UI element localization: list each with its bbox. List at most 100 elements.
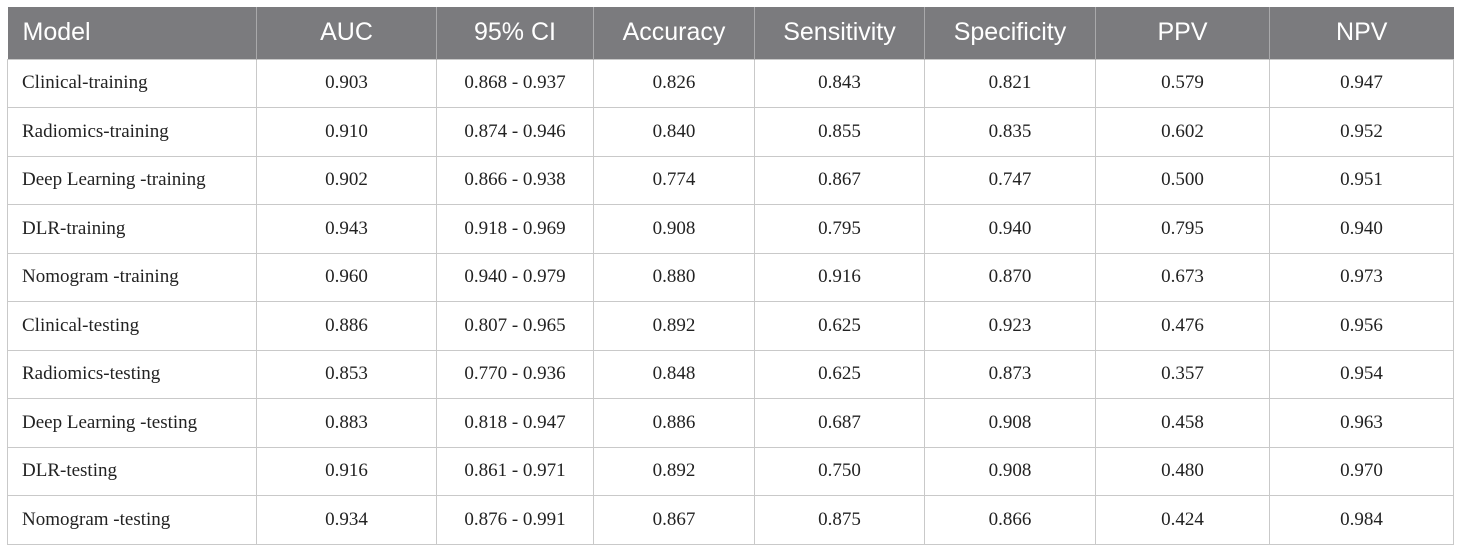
npv-cell: 0.954 — [1269, 349, 1454, 399]
npv-cell: 0.952 — [1269, 107, 1454, 157]
table-row: Clinical-testing 0.886 0.807 - 0.965 0.8… — [7, 301, 1454, 351]
table-row: Deep Learning -testing 0.883 0.818 - 0.9… — [7, 398, 1454, 448]
ppv-cell: 0.476 — [1095, 301, 1270, 351]
accuracy-cell: 0.880 — [593, 252, 755, 302]
npv-cell: 0.956 — [1269, 301, 1454, 351]
table-row: Nomogram -training 0.960 0.940 - 0.979 0… — [7, 252, 1454, 302]
specificity-cell: 0.873 — [924, 349, 1096, 399]
model-name-cell: Clinical-training — [7, 58, 257, 108]
specificity-cell: 0.821 — [924, 58, 1096, 108]
model-performance-table: Model AUC 95% CI Accuracy Sensitivity Sp… — [7, 7, 1454, 545]
accuracy-cell: 0.867 — [593, 495, 755, 545]
specificity-cell: 0.908 — [924, 398, 1096, 448]
auc-cell: 0.916 — [256, 446, 437, 496]
table-row: Radiomics-training 0.910 0.874 - 0.946 0… — [7, 107, 1454, 157]
ppv-cell: 0.458 — [1095, 398, 1270, 448]
accuracy-cell: 0.886 — [593, 398, 755, 448]
ppv-cell: 0.602 — [1095, 107, 1270, 157]
table-row: Nomogram -testing 0.934 0.876 - 0.991 0.… — [7, 495, 1454, 545]
results-table-container: Model AUC 95% CI Accuracy Sensitivity Sp… — [7, 7, 1454, 545]
auc-cell: 0.934 — [256, 495, 437, 545]
ci-cell: 0.940 - 0.979 — [436, 252, 594, 302]
header-auc: AUC — [256, 7, 437, 59]
ci-cell: 0.807 - 0.965 — [436, 301, 594, 351]
accuracy-cell: 0.892 — [593, 301, 755, 351]
header-npv: NPV — [1336, 18, 1388, 47]
model-name-cell: Deep Learning -training — [7, 155, 257, 205]
accuracy-cell: 0.826 — [593, 58, 755, 108]
ppv-cell: 0.480 — [1095, 446, 1270, 496]
npv-cell: 0.973 — [1269, 252, 1454, 302]
ci-cell: 0.876 - 0.991 — [436, 495, 594, 545]
header-specificity: Specificity — [924, 7, 1096, 59]
specificity-cell: 0.940 — [924, 204, 1096, 254]
npv-cell: 0.984 — [1269, 495, 1454, 545]
sensitivity-cell: 0.750 — [754, 446, 925, 496]
header-ppv: PPV — [1095, 7, 1270, 59]
auc-cell: 0.883 — [256, 398, 437, 448]
specificity-cell: 0.923 — [924, 301, 1096, 351]
accuracy-cell: 0.892 — [593, 446, 755, 496]
ci-cell: 0.868 - 0.937 — [436, 58, 594, 108]
accuracy-cell: 0.840 — [593, 107, 755, 157]
table-header-row: Model AUC 95% CI Accuracy Sensitivity Sp… — [7, 7, 1454, 59]
ci-cell: 0.918 - 0.969 — [436, 204, 594, 254]
specificity-cell: 0.870 — [924, 252, 1096, 302]
specificity-cell: 0.908 — [924, 446, 1096, 496]
header-95-ci: 95% CI — [436, 7, 594, 59]
auc-cell: 0.910 — [256, 107, 437, 157]
table-row: Deep Learning -training 0.902 0.866 - 0.… — [7, 155, 1454, 205]
npv-cell: 0.970 — [1269, 446, 1454, 496]
auc-cell: 0.903 — [256, 58, 437, 108]
table-row: Clinical-training 0.903 0.868 - 0.937 0.… — [7, 58, 1454, 108]
accuracy-cell: 0.848 — [593, 349, 755, 399]
specificity-cell: 0.835 — [924, 107, 1096, 157]
auc-cell: 0.943 — [256, 204, 437, 254]
model-name-cell: Nomogram -testing — [7, 495, 257, 545]
npv-cell: 0.940 — [1269, 204, 1454, 254]
accuracy-cell: 0.774 — [593, 155, 755, 205]
ppv-cell: 0.673 — [1095, 252, 1270, 302]
sensitivity-cell: 0.795 — [754, 204, 925, 254]
ppv-cell: 0.500 — [1095, 155, 1270, 205]
npv-cell: 0.947 — [1269, 58, 1454, 108]
accuracy-cell: 0.908 — [593, 204, 755, 254]
model-name-cell: Nomogram -training — [7, 252, 257, 302]
sensitivity-cell: 0.875 — [754, 495, 925, 545]
auc-cell: 0.902 — [256, 155, 437, 205]
model-name-cell: Clinical-testing — [7, 301, 257, 351]
npv-cell: 0.963 — [1269, 398, 1454, 448]
sensitivity-cell: 0.855 — [754, 107, 925, 157]
ci-cell: 0.770 - 0.936 — [436, 349, 594, 399]
model-name-cell: DLR-training — [7, 204, 257, 254]
header-accuracy: Accuracy — [593, 7, 755, 59]
ppv-cell: 0.579 — [1095, 58, 1270, 108]
auc-cell: 0.960 — [256, 252, 437, 302]
npv-cell: 0.951 — [1269, 155, 1454, 205]
ppv-cell: 0.795 — [1095, 204, 1270, 254]
table-row: DLR-testing 0.916 0.861 - 0.971 0.892 0.… — [7, 446, 1454, 496]
ci-cell: 0.874 - 0.946 — [436, 107, 594, 157]
auc-cell: 0.886 — [256, 301, 437, 351]
table-row: Radiomics-testing 0.853 0.770 - 0.936 0.… — [7, 349, 1454, 399]
ppv-cell: 0.424 — [1095, 495, 1270, 545]
sensitivity-cell: 0.625 — [754, 301, 925, 351]
model-name-cell: Radiomics-training — [7, 107, 257, 157]
ci-cell: 0.866 - 0.938 — [436, 155, 594, 205]
ci-cell: 0.861 - 0.971 — [436, 446, 594, 496]
specificity-cell: 0.747 — [924, 155, 1096, 205]
sensitivity-cell: 0.687 — [754, 398, 925, 448]
auc-cell: 0.853 — [256, 349, 437, 399]
model-name-cell: Radiomics-testing — [7, 349, 257, 399]
table-row: DLR-training 0.943 0.918 - 0.969 0.908 0… — [7, 204, 1454, 254]
sensitivity-cell: 0.625 — [754, 349, 925, 399]
header-sensitivity: Sensitivity — [754, 7, 925, 59]
sensitivity-cell: 0.843 — [754, 58, 925, 108]
header-model: Model — [7, 7, 257, 59]
ppv-cell: 0.357 — [1095, 349, 1270, 399]
model-name-cell: DLR-testing — [7, 446, 257, 496]
ci-cell: 0.818 - 0.947 — [436, 398, 594, 448]
model-name-cell: Deep Learning -testing — [7, 398, 257, 448]
sensitivity-cell: 0.867 — [754, 155, 925, 205]
sensitivity-cell: 0.916 — [754, 252, 925, 302]
